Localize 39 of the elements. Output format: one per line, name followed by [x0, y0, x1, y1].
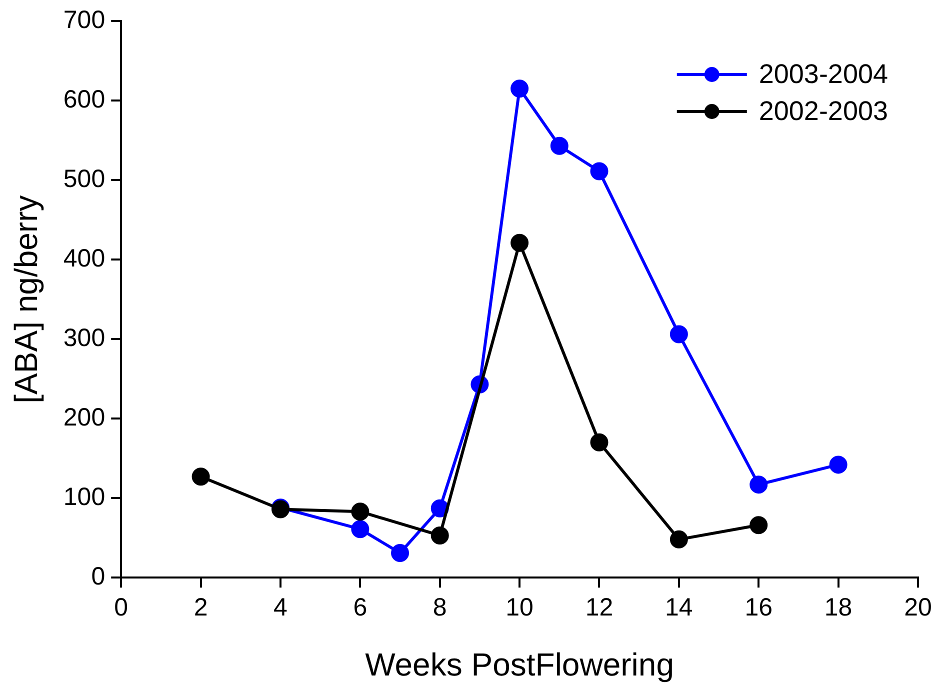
y-tick-label: 700 — [63, 6, 106, 34]
y-tick-label: 300 — [63, 324, 106, 352]
y-tick-label: 0 — [91, 562, 106, 590]
point — [550, 136, 568, 155]
point — [670, 530, 688, 548]
x-tick-label: 18 — [824, 593, 852, 622]
x-tick-label: 20 — [904, 593, 932, 622]
x-tick-label: 12 — [585, 593, 614, 622]
point — [430, 499, 449, 518]
point — [510, 80, 529, 98]
x-tick-label: 6 — [353, 593, 368, 622]
y-tick-label: 100 — [63, 482, 106, 511]
point — [829, 456, 848, 474]
point — [670, 325, 688, 344]
point — [351, 520, 370, 538]
x-tick-label: 16 — [744, 593, 773, 622]
y-tick-label: 500 — [63, 164, 106, 193]
y-axis-title: [ABA] ng/berry — [8, 195, 44, 404]
legend-label: 2002-2003 — [758, 96, 888, 126]
legend-label: 2003-2004 — [758, 58, 888, 89]
point — [391, 544, 410, 562]
x-tick-label: 10 — [506, 593, 534, 622]
point — [351, 502, 370, 521]
point — [430, 526, 449, 544]
x-tick-label: 0 — [114, 593, 128, 622]
y-tick-label: 400 — [63, 244, 106, 272]
x-tick-label: 8 — [432, 593, 447, 622]
point — [750, 516, 768, 534]
point — [750, 476, 768, 494]
x-axis-title: Weeks PostFlowering — [365, 646, 674, 683]
x-tick-label: 2 — [194, 593, 208, 622]
x-tick-label: 4 — [274, 593, 288, 622]
y-tick-label: 600 — [63, 85, 106, 114]
point — [510, 234, 529, 252]
point — [192, 468, 210, 486]
y-tick-label: 200 — [63, 403, 106, 432]
x-tick-label: 14 — [665, 593, 693, 622]
point — [590, 162, 608, 180]
point — [590, 433, 608, 452]
